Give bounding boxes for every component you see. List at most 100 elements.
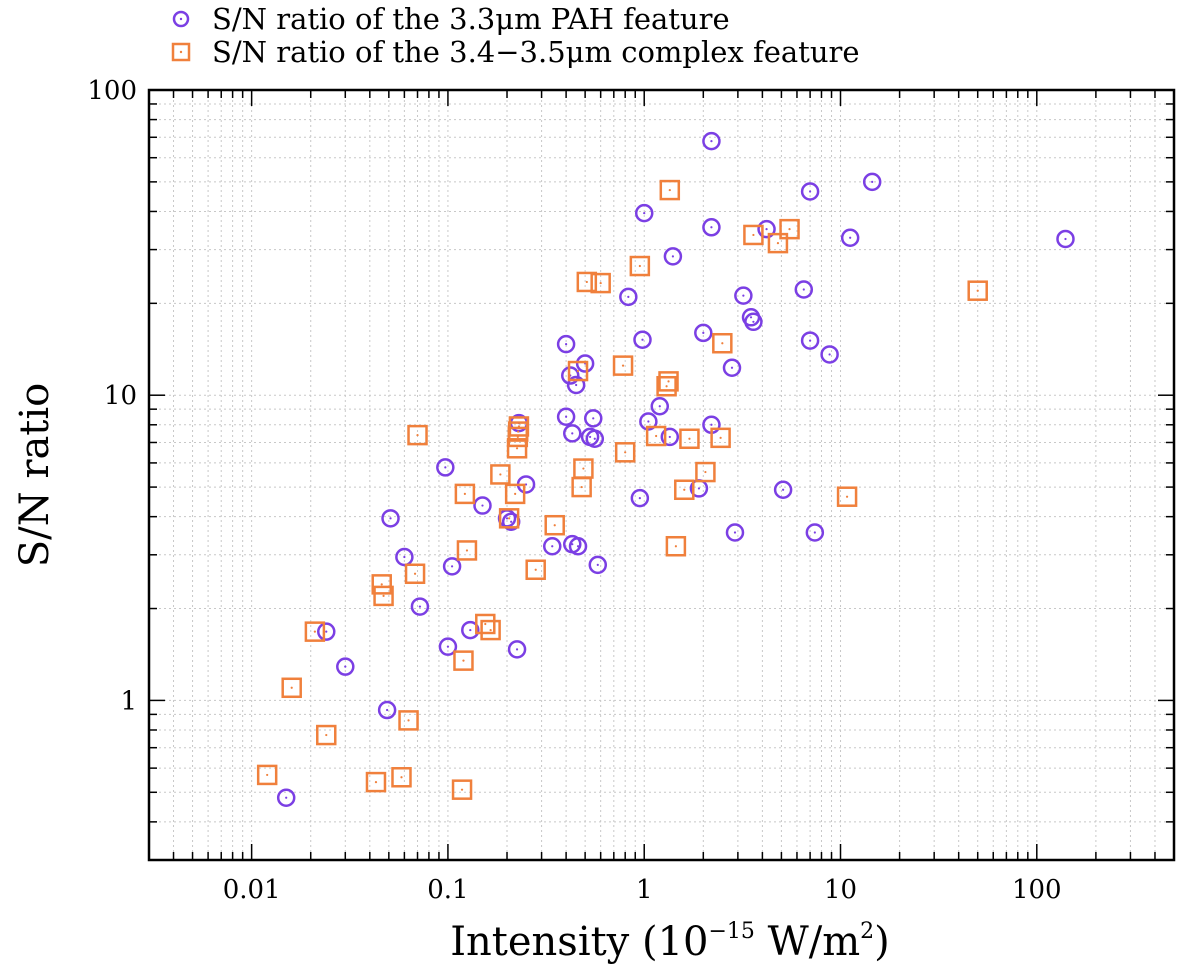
complex-point xyxy=(612,355,634,376)
complex-point xyxy=(665,535,687,557)
point-center-dot xyxy=(667,380,670,383)
y-axis-title: S/N ratio xyxy=(12,383,58,568)
x-axis-title-unit: W/m xyxy=(755,919,860,965)
y-tick-label: 10 xyxy=(104,381,137,411)
point-center-dot xyxy=(344,665,347,668)
pah-point xyxy=(820,345,839,364)
pah-point xyxy=(381,509,400,528)
pah-point xyxy=(619,287,638,307)
point-center-dot xyxy=(593,437,596,440)
point-circle-marker xyxy=(276,788,296,807)
point-square-marker xyxy=(525,559,546,580)
point-center-dot xyxy=(576,369,580,373)
pah-point xyxy=(568,536,588,556)
point-circle-marker xyxy=(744,312,763,332)
point-square-marker xyxy=(567,360,589,382)
x-axis-title-unit-exponent: 2 xyxy=(860,919,874,944)
point-square-marker xyxy=(475,613,496,635)
x-tick-label: 1 xyxy=(636,875,653,905)
pah-point xyxy=(744,312,763,332)
point-square-marker xyxy=(371,574,392,595)
point-center-dot xyxy=(580,485,583,489)
point-circle-marker xyxy=(317,622,336,641)
point-center-dot xyxy=(514,492,517,495)
point-center-dot xyxy=(776,242,780,245)
point-center-dot xyxy=(325,630,328,633)
point-circle-marker xyxy=(725,523,745,542)
point-center-dot xyxy=(515,447,519,450)
legend-label-complex: S/N ratio of the 3.4−3.5μm complex featu… xyxy=(212,35,860,69)
point-center-dot xyxy=(565,343,568,346)
point-center-dot xyxy=(576,545,580,548)
point-center-dot xyxy=(1064,237,1067,241)
point-square-marker xyxy=(695,461,716,483)
complex-point xyxy=(779,218,800,240)
pah-point xyxy=(805,523,825,542)
point-square-marker xyxy=(506,438,528,459)
point-square-marker xyxy=(544,514,565,536)
data-points xyxy=(256,131,1075,807)
point-square-marker xyxy=(480,619,501,641)
pah-point xyxy=(800,182,820,201)
point-circle-marker xyxy=(410,597,430,616)
point-square-marker xyxy=(659,179,681,201)
pah-point xyxy=(566,375,586,395)
point-center-dot xyxy=(524,483,528,486)
legend-square-marker xyxy=(171,42,191,62)
complex-point xyxy=(407,424,428,446)
point-center-dot xyxy=(624,451,627,454)
point-center-dot xyxy=(871,180,874,183)
point-circle-marker xyxy=(630,488,650,508)
complex-point xyxy=(490,464,511,485)
point-square-marker xyxy=(767,232,789,254)
point-center-dot xyxy=(802,288,805,291)
complex-point xyxy=(281,677,302,699)
point-center-dot xyxy=(697,487,701,490)
pah-point xyxy=(563,424,582,443)
point-circle-marker xyxy=(1056,229,1075,249)
pah-point xyxy=(840,228,860,248)
complex-point xyxy=(371,574,392,595)
point-center-dot xyxy=(674,545,677,548)
point-center-dot xyxy=(517,430,520,433)
point-square-marker xyxy=(454,483,476,505)
point-square-marker xyxy=(316,724,337,746)
pah-point xyxy=(694,323,713,343)
point-circle-marker xyxy=(773,480,793,500)
pah-point xyxy=(317,622,336,641)
point-center-dot xyxy=(828,353,831,356)
point-center-dot xyxy=(571,432,574,435)
point-center-dot xyxy=(638,264,641,268)
point-center-dot xyxy=(655,434,658,438)
point-square-marker xyxy=(398,710,419,731)
point-circle-marker xyxy=(556,334,576,354)
point-circle-marker xyxy=(800,331,820,350)
pah-point xyxy=(702,218,721,237)
complex-point xyxy=(475,613,496,635)
point-circle-marker xyxy=(585,429,605,448)
pah-point xyxy=(556,334,576,354)
point-center-dot xyxy=(553,524,556,527)
point-center-dot xyxy=(489,628,492,632)
point-center-dot xyxy=(809,190,812,193)
point-center-dot xyxy=(845,495,849,498)
point-circle-marker xyxy=(436,458,455,477)
point-center-dot xyxy=(389,517,392,520)
point-center-dot xyxy=(313,630,316,633)
complex-point xyxy=(398,710,419,731)
point-center-dot xyxy=(484,622,487,626)
point-circle-marker xyxy=(702,218,721,237)
point-center-dot xyxy=(627,295,630,298)
point-center-dot xyxy=(505,517,509,520)
pah-point xyxy=(794,280,814,299)
complex-point xyxy=(373,585,394,607)
complex-point xyxy=(576,271,598,293)
complex-point xyxy=(391,767,412,788)
point-center-dot xyxy=(588,435,592,439)
point-center-dot xyxy=(585,280,588,284)
point-center-dot xyxy=(382,594,385,598)
point-circle-marker xyxy=(694,323,713,343)
point-center-dot xyxy=(730,366,734,369)
point-center-dot xyxy=(710,423,713,426)
point-square-marker xyxy=(256,764,278,786)
